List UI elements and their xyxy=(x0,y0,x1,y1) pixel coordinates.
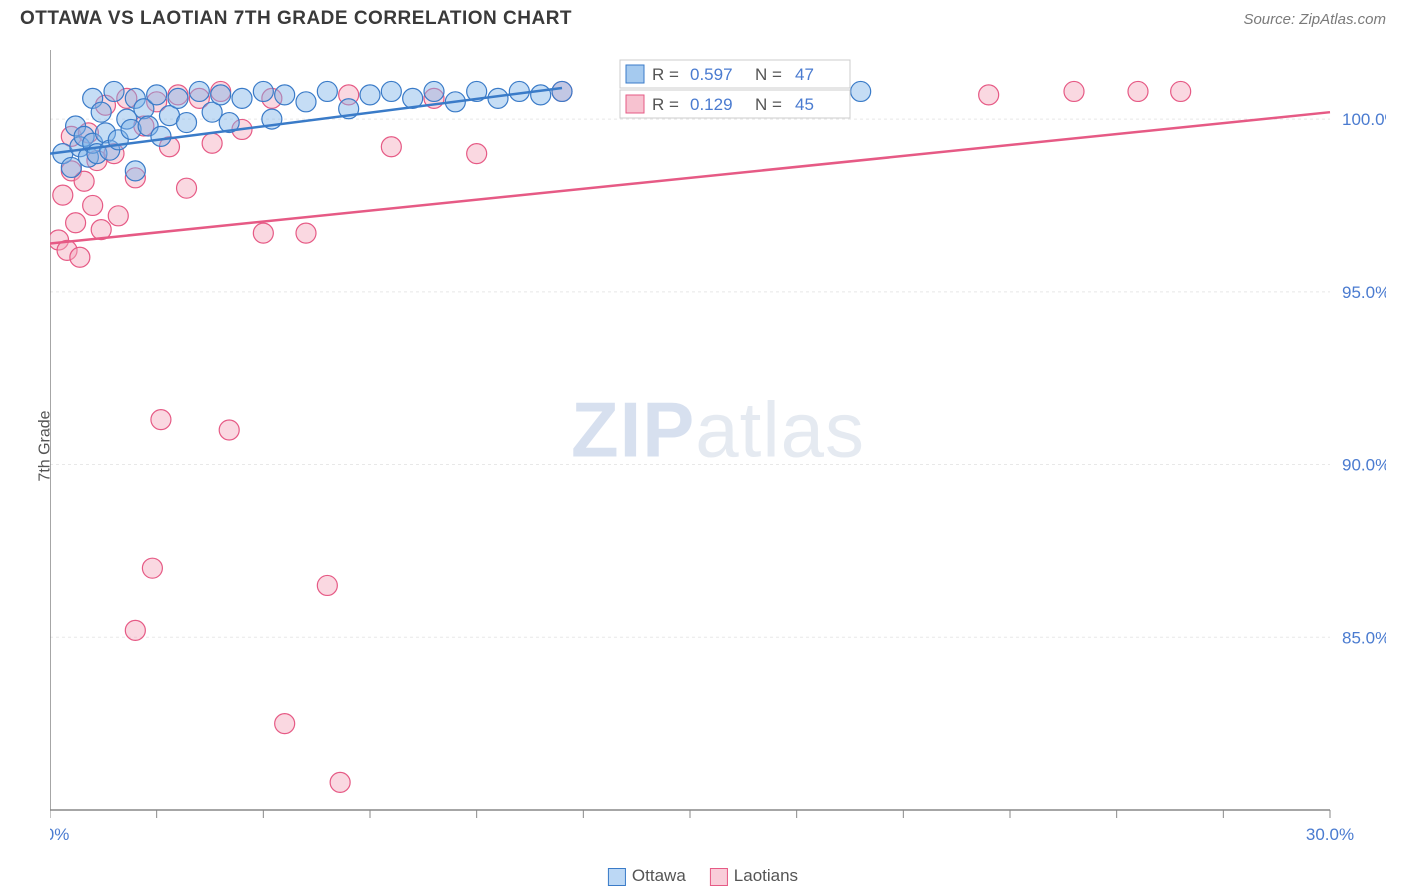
svg-text:100.0%: 100.0% xyxy=(1342,110,1386,129)
data-point xyxy=(1171,81,1191,101)
data-point xyxy=(330,772,350,792)
svg-text:R =: R = xyxy=(652,95,679,114)
scatter-chart: 85.0% 90.0% 95.0% 100.0% 0.0% 30.0% R = 0.597 N … xyxy=(50,50,1386,842)
data-point xyxy=(552,81,572,101)
data-point xyxy=(142,558,162,578)
svg-text:R =: R = xyxy=(652,65,679,84)
data-point xyxy=(232,88,252,108)
data-point xyxy=(125,620,145,640)
plot-container: ZIPatlas 85.0%90.0%95.0%100.0%0.0%30.0%R… xyxy=(50,50,1386,842)
svg-text:0.129: 0.129 xyxy=(690,95,733,114)
data-point xyxy=(531,85,551,105)
data-point xyxy=(317,575,337,595)
data-point xyxy=(147,85,167,105)
svg-text:47: 47 xyxy=(795,65,814,84)
svg-text:30.0%: 30.0% xyxy=(1306,825,1354,842)
svg-text:0.597: 0.597 xyxy=(690,65,733,84)
data-point xyxy=(381,81,401,101)
data-point xyxy=(296,92,316,112)
data-point xyxy=(979,85,999,105)
data-point xyxy=(381,137,401,157)
data-point xyxy=(851,81,871,101)
data-point xyxy=(1064,81,1084,101)
legend-swatch-icon xyxy=(608,868,626,886)
data-point xyxy=(275,714,295,734)
data-point xyxy=(104,81,124,101)
data-point xyxy=(1128,81,1148,101)
data-point xyxy=(151,126,171,146)
data-point xyxy=(211,85,231,105)
data-point xyxy=(253,81,273,101)
data-point xyxy=(121,119,141,139)
svg-text:45: 45 xyxy=(795,95,814,114)
data-point xyxy=(177,113,197,133)
data-point xyxy=(70,247,90,267)
data-point xyxy=(202,133,222,153)
data-point xyxy=(424,81,444,101)
data-point xyxy=(467,144,487,164)
data-point xyxy=(317,81,337,101)
data-point xyxy=(275,85,295,105)
data-point xyxy=(253,223,273,243)
svg-text:N =: N = xyxy=(755,95,782,114)
legend-label: Ottawa xyxy=(632,866,686,885)
data-point xyxy=(488,88,508,108)
svg-text:85.0%: 85.0% xyxy=(1342,628,1386,647)
data-point xyxy=(66,213,86,233)
data-point xyxy=(219,420,239,440)
data-point xyxy=(83,195,103,215)
legend-label: Laotians xyxy=(734,866,798,885)
data-point xyxy=(296,223,316,243)
legend-swatch-icon xyxy=(710,868,728,886)
chart-header: OTTAWA VS LAOTIAN 7TH GRADE CORRELATION … xyxy=(0,0,1406,34)
legend-swatch-icon xyxy=(626,65,644,83)
data-point xyxy=(61,157,81,177)
svg-text:0.0%: 0.0% xyxy=(50,825,69,842)
svg-text:95.0%: 95.0% xyxy=(1342,283,1386,302)
legend-item: Laotians xyxy=(710,866,798,886)
data-point xyxy=(177,178,197,198)
series-legend: Ottawa Laotians xyxy=(608,866,798,886)
chart-title: OTTAWA VS LAOTIAN 7TH GRADE CORRELATION … xyxy=(20,8,572,30)
data-point xyxy=(168,88,188,108)
data-point xyxy=(189,81,209,101)
data-point xyxy=(360,85,380,105)
data-point xyxy=(91,102,111,122)
svg-text:90.0%: 90.0% xyxy=(1342,456,1386,475)
data-point xyxy=(53,185,73,205)
svg-text:N =: N = xyxy=(755,65,782,84)
data-point xyxy=(108,206,128,226)
data-point xyxy=(151,410,171,430)
legend-item: Ottawa xyxy=(608,866,686,886)
legend-swatch-icon xyxy=(626,95,644,113)
chart-source: Source: ZipAtlas.com xyxy=(1243,11,1386,28)
data-point xyxy=(125,161,145,181)
